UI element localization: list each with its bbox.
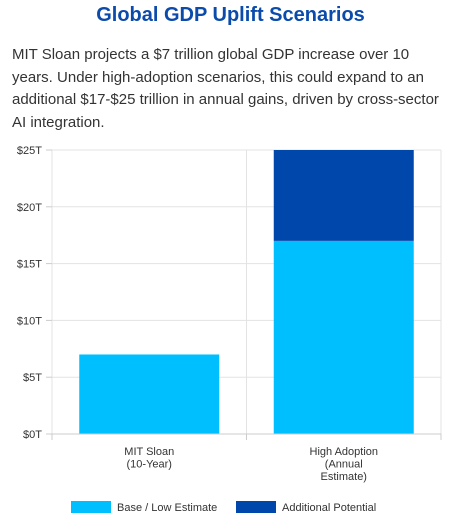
legend-swatch-additional [236,501,276,513]
x-category-label-line: Estimate) [321,471,367,483]
legend-label-base: Base / Low Estimate [117,502,217,514]
legend-swatch-base [71,501,111,513]
legend: Base / Low Estimate Additional Potential [71,501,376,514]
y-tick-label: $0T [23,429,42,441]
y-tick-labels: $0T $5T $10T $15T $20T $25T [17,145,42,441]
bar-base [273,240,414,434]
x-category-label: MIT Sloan (10-Year) [124,446,174,471]
y-tick-label: $5T [23,372,42,384]
x-category-label-line: High Adoption [310,446,379,458]
axes [46,149,442,440]
bar-additional [273,150,414,241]
x-category-label-line: (10-Year) [127,459,172,471]
legend-label-additional: Additional Potential [282,502,376,514]
bar-base [79,354,220,434]
x-category-label-line: MIT Sloan [124,446,174,458]
y-tick-label: $15T [17,259,42,271]
chart-title: Global GDP Uplift Scenarios [96,4,365,26]
chart-subtitle: MIT Sloan projects a $7 trillion global … [12,46,439,131]
bars [79,150,414,434]
x-category-label: High Adoption (Annual Estimate) [310,446,379,483]
y-tick-label: $20T [17,202,42,214]
x-category-labels: MIT Sloan (10-Year) High Adoption (Annual Es… [124,446,378,483]
y-tick-label: $25T [17,145,42,157]
x-category-label-line: (Annual [325,459,363,471]
y-tick-label: $10T [17,315,42,327]
